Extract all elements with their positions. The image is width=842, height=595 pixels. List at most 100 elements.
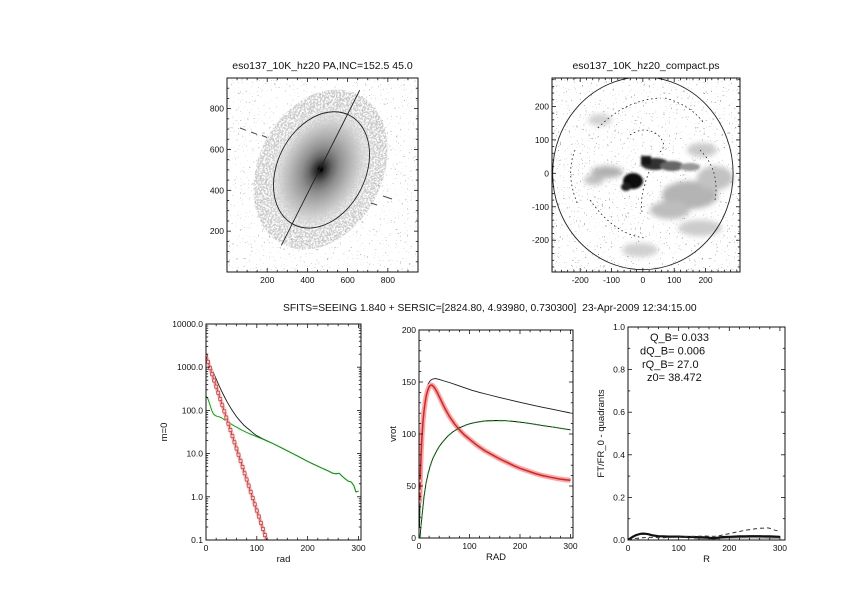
y-axis-title-bl: m=0: [159, 423, 170, 442]
series-marker-sersic-bulge: [216, 390, 221, 395]
y-tick-label: 0: [544, 168, 549, 178]
x-tick-label: 600: [341, 275, 355, 285]
residual-dark-blobs: [621, 156, 700, 191]
series-marker-sersic-bulge: [258, 520, 263, 525]
y-tick-label: 0.6: [613, 407, 625, 417]
y-tick-label: 0.1: [191, 535, 203, 545]
series-marker-sersic-bulge: [232, 440, 237, 445]
series-marker-sersic-bulge: [226, 421, 231, 426]
ticks-br: [627, 326, 785, 541]
y-axis-title-br: FT/FR_0 - quadrants: [596, 389, 607, 477]
series-marker-sersic-bulge: [228, 428, 233, 432]
x-tick-label: 0: [640, 275, 645, 285]
x-tick-label: -100: [603, 275, 620, 285]
y-tick-label: 100: [402, 429, 416, 439]
annotation-line: dQ_B= 0.006: [640, 345, 705, 357]
series-marker-bulge-rotation: [419, 479, 422, 483]
annotation-line: Q_B= 0.033: [650, 332, 709, 344]
axes-box-tr: [551, 77, 741, 273]
y-axis-title-bm: vrot: [388, 426, 399, 442]
y-tick-label: 200: [535, 101, 549, 111]
axes-box-tl: [226, 77, 419, 273]
x-tick-label: 0: [204, 543, 209, 553]
series-marker-sersic-bulge: [230, 434, 235, 439]
tick-labels-bm: 0 100 200 300 0 50 100 150 200: [402, 325, 578, 551]
x-tick-label: 200: [698, 275, 712, 285]
series-layer-bl: [206, 353, 359, 546]
image-artifact-dashes: [239, 127, 393, 206]
series-marker-sersic-bulge: [254, 508, 259, 513]
series-marker-sersic-bulge: [224, 415, 229, 420]
series-marker-sersic-bulge: [250, 496, 255, 500]
series-marker-sersic-bulge: [248, 489, 253, 494]
y-tick-label: 0: [411, 533, 416, 543]
series-layer-br: [628, 527, 780, 540]
tick-labels-bl: 0 100 200 300 10000.0 1000.0 100.0 10.0 1.0 0.1: [172, 319, 366, 553]
y-tick-label: 150: [402, 377, 416, 387]
x-tick-label: 200: [722, 543, 736, 553]
x-axis-title-br: R: [703, 554, 710, 565]
y-tick-label: -200: [532, 235, 549, 245]
y-tick-label: 10.0: [186, 449, 203, 459]
y-tick-label: 400: [210, 185, 224, 195]
series-marker-sersic-bulge: [220, 403, 225, 408]
x-tick-label: 200: [301, 543, 315, 553]
y-tick-label: 100.0: [182, 405, 204, 415]
series-marker-sersic-bulge: [206, 353, 208, 358]
x-axis-title-bl: rad: [277, 554, 291, 565]
x-tick-label: 200: [513, 541, 527, 551]
x-tick-label: 100: [672, 543, 686, 553]
tick-labels-tl: 200 400 600 800 200 400 600 800: [210, 104, 395, 285]
y-tick-label: 1000.0: [177, 362, 203, 372]
x-tick-label: 0: [626, 543, 631, 553]
series-marker-sersic-bulge: [236, 452, 241, 457]
series-marker-sersic-bulge: [214, 384, 219, 389]
residual-dotted-contours: [570, 97, 717, 239]
series-disk-rotation: [419, 419, 571, 538]
y-tick-label: 800: [210, 104, 224, 114]
y-tick-label: 200: [402, 325, 416, 335]
y-tick-label: 0.0: [613, 535, 625, 545]
series-marker-sersic-bulge: [206, 359, 210, 364]
y-tick-label: 0.4: [613, 450, 625, 460]
panel-tr: -200 -100 0 100 200 -200 -100 0 100 200: [532, 77, 741, 285]
series-marker-sersic-bulge: [242, 471, 247, 476]
x-tick-label: 0: [417, 541, 422, 551]
y-tick-label: -100: [532, 202, 549, 212]
fit-ellipse: [273, 111, 370, 229]
series-marker-sersic-bulge: [222, 409, 227, 414]
y-tick-label: 200: [210, 226, 224, 236]
ticks-tr: [552, 78, 740, 272]
series-marker-sersic-bulge: [210, 372, 214, 377]
series-marker-sersic-bulge: [267, 543, 270, 546]
ticks-bl: [205, 323, 361, 541]
overlays-tl: [273, 90, 370, 246]
x-tick-label: 300: [773, 543, 787, 553]
panel-br: 0 100 200 300 0.0 0.2 0.4 0.6 0.8 1.0 R FT/FR_0 - q…: [596, 322, 787, 565]
x-tick-label: 100: [462, 541, 476, 551]
x-tick-label: 300: [351, 543, 365, 553]
series-marker-sersic-bulge: [252, 502, 257, 507]
series-marker-sersic-bulge: [208, 366, 212, 370]
y-tick-label: 1.0: [613, 322, 625, 332]
y-tick-label: 600: [210, 144, 224, 154]
x-tick-label: 100: [667, 275, 681, 285]
panel-title-galaxy-image: eso137_10K_hz20 PA,INC=152.5 45.0: [232, 60, 413, 72]
panel-bl: 0 100 200 300 10000.0 1000.0 100.0 10.0 1.0 0.1 ra…: [159, 319, 366, 565]
y-tick-label: 0.2: [613, 492, 625, 502]
y-tick-label: 100: [535, 135, 549, 145]
annotation-line: z0= 38.472: [647, 372, 702, 384]
major-axis-line: [280, 90, 361, 246]
series-marker-sersic-bulge: [238, 458, 243, 463]
y-tick-label: 10000.0: [172, 319, 203, 329]
x-axis-title-bm: RAD: [486, 552, 506, 563]
series-marker-sersic-bulge: [212, 378, 217, 383]
panel-bm: 0 100 200 300 0 50 100 150 200 RAD vrot: [388, 325, 578, 563]
galaxy-image-pixels: [227, 78, 418, 272]
series-marker-sersic-bulge: [246, 483, 251, 488]
series-disk-residual: [206, 395, 359, 493]
ticks-tl: [226, 77, 419, 273]
